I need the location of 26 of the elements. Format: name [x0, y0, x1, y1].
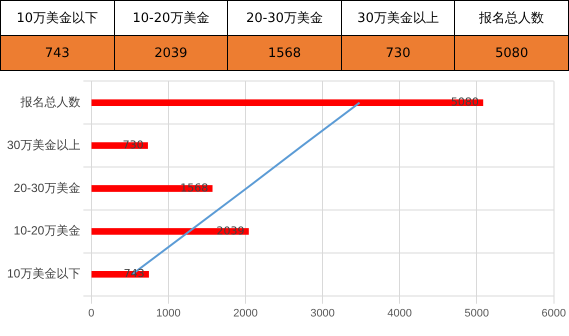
y-tick-label: 20-30万美金 — [14, 180, 80, 195]
data-label: 1568 — [180, 181, 208, 194]
category-label: 10-20万美金 — [132, 11, 210, 26]
category-label: 报名总人数 — [479, 11, 544, 26]
data-label: 2039 — [216, 224, 244, 238]
data-label: 743 — [124, 267, 145, 280]
x-tick-label: 2000 — [233, 307, 258, 320]
data-label: 730 — [122, 138, 144, 152]
text: 730 — [386, 46, 410, 60]
x-tick-label: 4000 — [387, 307, 412, 320]
x-tick-label: 5000 — [464, 307, 489, 320]
text: 5080 — [495, 46, 528, 60]
y-tick-label: 30万美金以上 — [6, 138, 80, 152]
text: 743 — [44, 46, 70, 60]
y-tick-label: 10万美金以下 — [6, 266, 80, 281]
text: 1568 — [268, 46, 302, 60]
x-tick-label: 1000 — [156, 307, 181, 320]
x-tick-label: 6000 — [542, 307, 566, 320]
text: 2039 — [154, 46, 188, 60]
data-label: 5080 — [450, 96, 479, 109]
category-label: 20-30万美金 — [246, 11, 323, 26]
category-label: 30万美金以上 — [357, 11, 439, 26]
y-tick-label: 10-20万美金 — [14, 224, 80, 238]
x-tick-label: 3000 — [310, 307, 335, 320]
x-tick-label: 0 — [88, 307, 94, 320]
y-tick-label: 报名总人数 — [19, 94, 80, 109]
